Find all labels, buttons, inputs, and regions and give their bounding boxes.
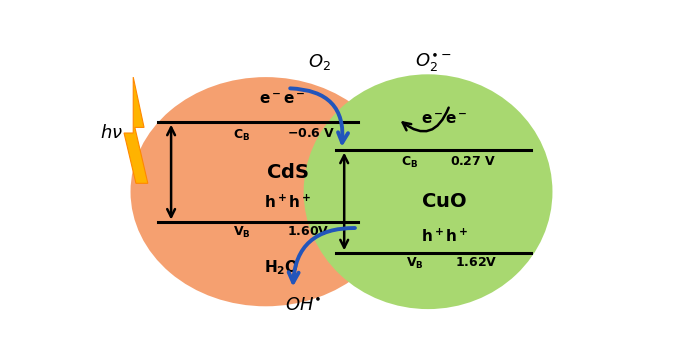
Text: $O_2$: $O_2$ [309, 52, 332, 72]
Ellipse shape [131, 77, 401, 306]
Text: $\mathbf{-0.6\ V}$: $\mathbf{-0.6\ V}$ [288, 127, 336, 140]
Text: $\mathbf{h^+h^+}$: $\mathbf{h^+h^+}$ [421, 228, 468, 245]
Text: $\mathbf{h^+h^+}$: $\mathbf{h^+h^+}$ [264, 194, 311, 211]
Text: $OH^{\bullet}$: $OH^{\bullet}$ [285, 297, 322, 315]
Text: $\mathbf{0.27\ V}$: $\mathbf{0.27\ V}$ [450, 155, 496, 168]
Text: $\mathbf{e^- e^-}$: $\mathbf{e^- e^-}$ [259, 92, 305, 107]
Text: $\mathbf{C_B}$: $\mathbf{C_B}$ [401, 155, 418, 171]
Text: $\mathbf{V_B}$: $\mathbf{V_B}$ [406, 256, 424, 271]
Text: $\mathbf{1.62V}$: $\mathbf{1.62V}$ [455, 256, 498, 269]
Text: $h\nu$: $h\nu$ [100, 124, 123, 142]
Text: $O_2^{\bullet -}$: $O_2^{\bullet -}$ [415, 52, 452, 74]
Text: $\mathbf{C_B}$: $\mathbf{C_B}$ [233, 127, 251, 143]
Text: $\mathbf{e^- e^-}$: $\mathbf{e^- e^-}$ [421, 111, 468, 127]
Text: $\mathbf{CdS}$: $\mathbf{CdS}$ [266, 163, 309, 182]
Text: $\mathbf{V_B}$: $\mathbf{V_B}$ [233, 225, 251, 240]
Text: $\mathbf{H_2O}$: $\mathbf{H_2O}$ [265, 258, 299, 277]
Ellipse shape [304, 74, 553, 309]
Polygon shape [124, 77, 148, 183]
Text: $\mathbf{1.60V}$: $\mathbf{1.60V}$ [288, 225, 330, 238]
Text: $\mathbf{CuO}$: $\mathbf{CuO}$ [422, 192, 467, 211]
